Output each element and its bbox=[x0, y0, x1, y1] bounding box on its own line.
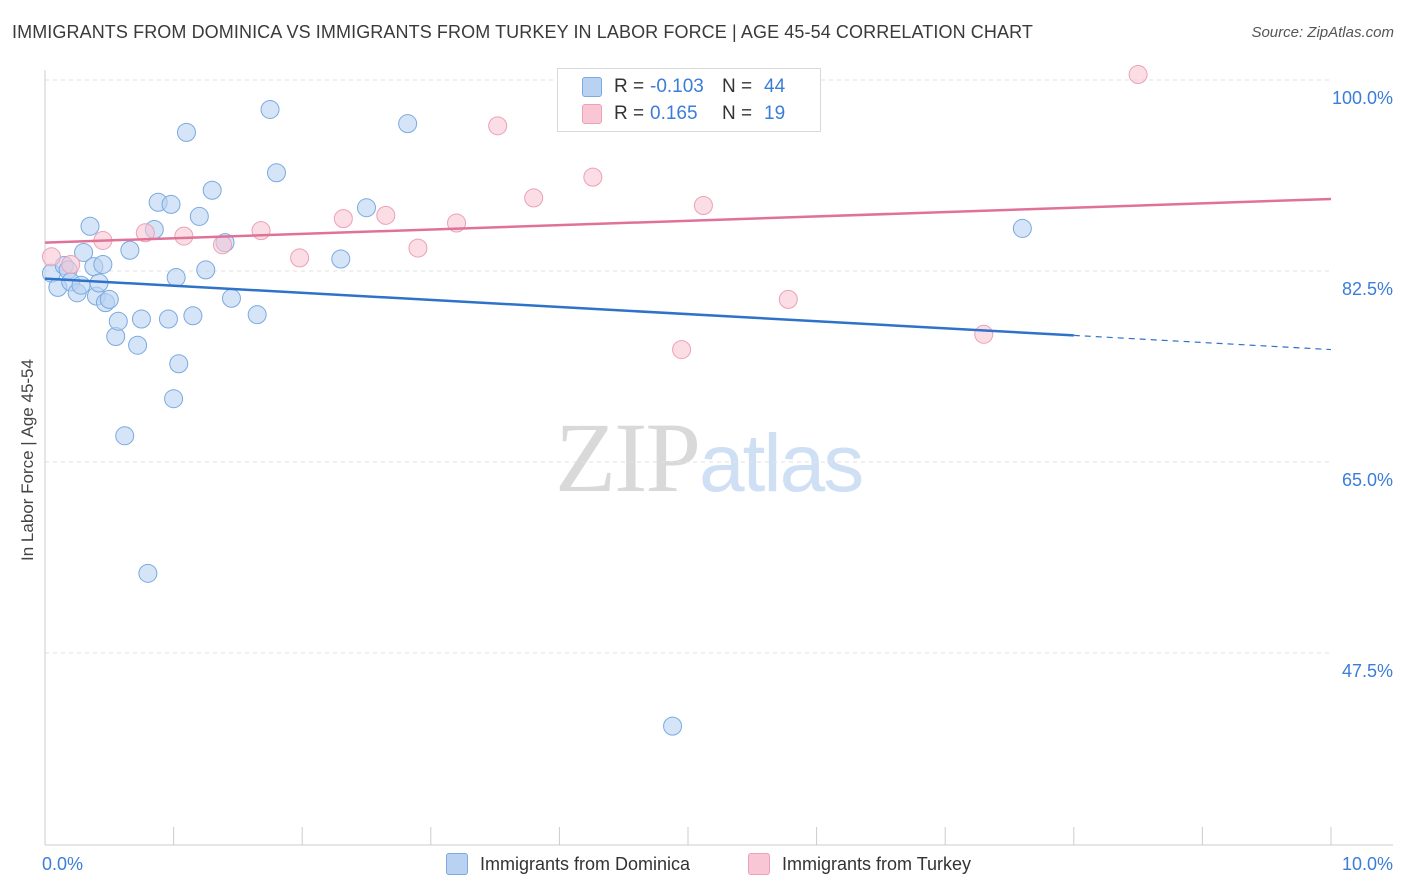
data-point-dominica bbox=[80, 216, 100, 236]
y-tick-label: 47.5% bbox=[1342, 661, 1393, 681]
data-point-dominica bbox=[202, 180, 222, 200]
series-legend-turkey: Immigrants from Turkey bbox=[748, 852, 971, 876]
data-point-turkey bbox=[524, 188, 544, 208]
data-point-turkey bbox=[290, 248, 310, 268]
data-point-turkey bbox=[61, 254, 81, 274]
watermark-zip: ZIP bbox=[555, 402, 701, 513]
x-tick-label: 10.0% bbox=[1342, 854, 1393, 874]
y-tick-label: 100.0% bbox=[1332, 88, 1393, 108]
data-point-turkey bbox=[693, 196, 713, 216]
chart-title: IMMIGRANTS FROM DOMINICA VS IMMIGRANTS F… bbox=[12, 22, 1033, 42]
legend-n-value: 44 bbox=[764, 76, 786, 97]
data-point-dominica bbox=[161, 194, 181, 214]
data-point-dominica bbox=[183, 306, 203, 326]
data-point-dominica bbox=[663, 716, 683, 736]
data-point-dominica bbox=[120, 240, 140, 260]
data-point-dominica bbox=[176, 122, 196, 142]
legend-r-value: -0.103 bbox=[650, 76, 704, 97]
data-point-dominica bbox=[398, 114, 418, 134]
legend-n-label: N = bbox=[722, 76, 753, 97]
data-point-dominica bbox=[115, 426, 135, 446]
data-point-turkey bbox=[135, 223, 155, 243]
legend-r-label: R = bbox=[614, 76, 645, 97]
data-point-dominica bbox=[266, 163, 286, 183]
legend-n-value: 19 bbox=[764, 103, 786, 124]
data-point-dominica bbox=[164, 389, 184, 409]
data-point-dominica bbox=[131, 309, 151, 329]
legend-swatch-dominica bbox=[582, 77, 602, 97]
source-credit: Source: ZipAtlas.com bbox=[1251, 24, 1394, 41]
y-tick-label: 65.0% bbox=[1342, 470, 1393, 490]
data-point-dominica bbox=[196, 260, 216, 280]
data-point-dominica bbox=[74, 242, 94, 262]
series-legend-dominica: Immigrants from Dominica bbox=[446, 852, 690, 876]
x-tick-label: 0.0% bbox=[42, 854, 83, 874]
data-point-dominica bbox=[99, 289, 119, 309]
data-point-turkey bbox=[212, 235, 232, 255]
data-point-turkey bbox=[1128, 65, 1148, 85]
data-point-dominica bbox=[71, 275, 91, 295]
data-point-turkey bbox=[672, 340, 692, 360]
watermark: ZIPatlas bbox=[555, 400, 864, 515]
data-point-dominica bbox=[331, 249, 351, 269]
data-point-turkey bbox=[583, 167, 603, 187]
data-point-dominica bbox=[138, 563, 158, 583]
data-point-dominica bbox=[128, 335, 148, 355]
data-point-turkey bbox=[174, 226, 194, 246]
data-point-turkey bbox=[41, 247, 61, 267]
legend-row-turkey: R = 0.165 N = 19 bbox=[582, 101, 785, 127]
data-point-dominica bbox=[158, 309, 178, 329]
data-point-dominica bbox=[247, 305, 267, 325]
data-point-turkey bbox=[251, 221, 271, 241]
trend-line-extension-dominica bbox=[1073, 334, 1332, 351]
stats-legend: R = -0.103 N = 44 R = 0.165 N = 19 bbox=[557, 68, 821, 132]
legend-n-label: N = bbox=[722, 103, 753, 124]
data-point-dominica bbox=[93, 254, 113, 274]
data-point-dominica bbox=[108, 311, 128, 331]
legend-r-value: 0.165 bbox=[650, 103, 698, 124]
y-tick-label: 82.5% bbox=[1342, 279, 1393, 299]
data-point-turkey bbox=[974, 324, 994, 344]
data-point-dominica bbox=[189, 206, 209, 226]
data-point-dominica bbox=[221, 288, 241, 308]
data-point-turkey bbox=[408, 238, 428, 258]
data-point-turkey bbox=[778, 289, 798, 309]
watermark-atlas: atlas bbox=[699, 418, 864, 509]
trend-line-turkey bbox=[44, 197, 1332, 244]
series-name-dominica: Immigrants from Dominica bbox=[480, 853, 691, 874]
data-point-dominica bbox=[260, 99, 280, 119]
legend-row-dominica: R = -0.103 N = 44 bbox=[582, 74, 785, 100]
data-point-turkey bbox=[333, 209, 353, 229]
series-swatch-dominica bbox=[446, 853, 468, 875]
trend-line-dominica bbox=[44, 277, 1074, 337]
series-swatch-turkey bbox=[748, 853, 770, 875]
legend-r-label: R = bbox=[614, 103, 645, 124]
data-point-dominica bbox=[357, 198, 376, 218]
data-point-turkey bbox=[488, 116, 508, 136]
data-point-dominica bbox=[166, 268, 186, 288]
legend-swatch-turkey bbox=[582, 104, 602, 124]
data-point-dominica bbox=[169, 354, 189, 374]
series-name-turkey: Immigrants from Turkey bbox=[782, 853, 972, 874]
data-point-dominica bbox=[1012, 218, 1032, 238]
data-point-turkey bbox=[376, 205, 396, 225]
y-axis-label: In Labor Force | Age 45-54 bbox=[18, 359, 37, 561]
